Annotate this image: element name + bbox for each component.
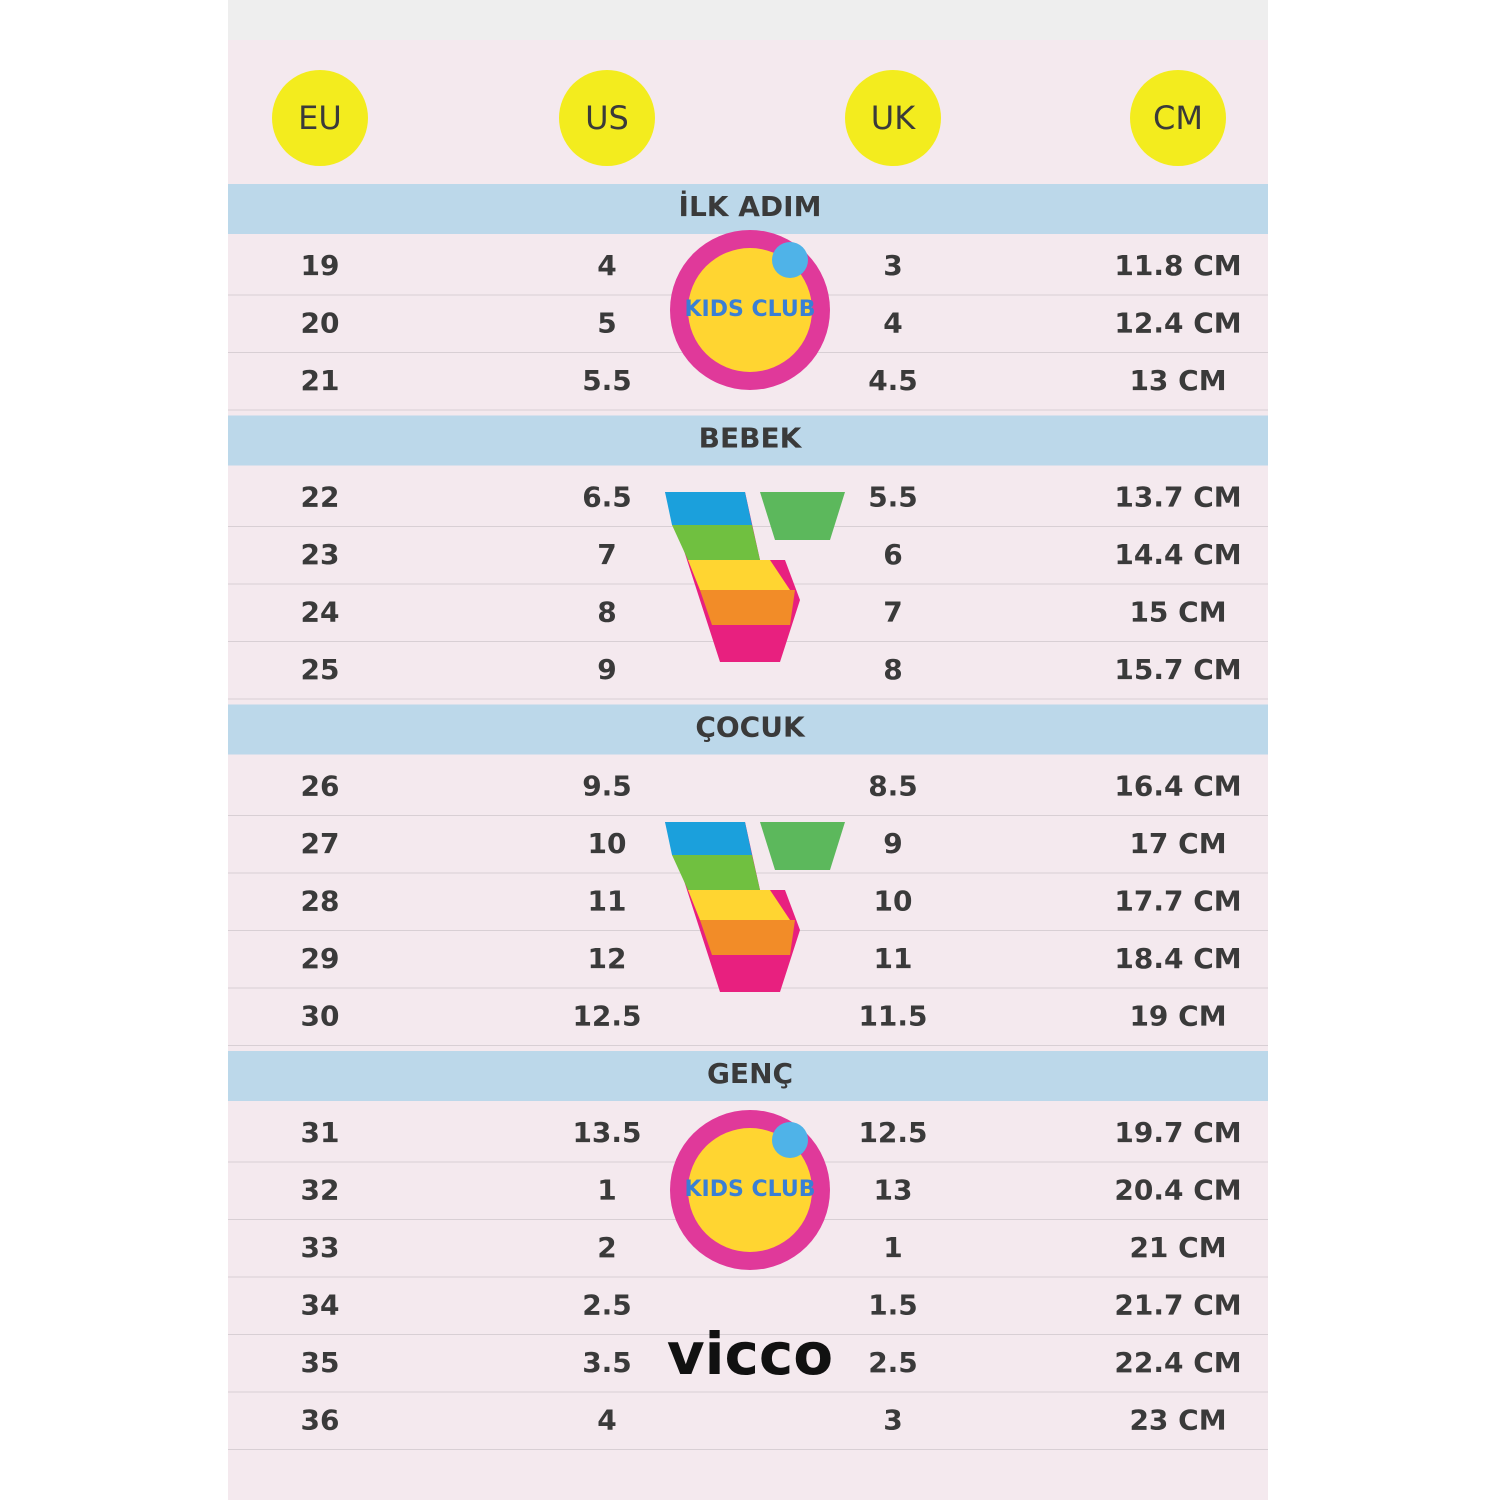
cell: 21 <box>301 364 340 397</box>
cell: 16.4 CM <box>1114 770 1241 803</box>
cell: 12 <box>588 942 627 975</box>
cell: 4 <box>597 1404 616 1437</box>
kids-club-logo: KIDS CLUB <box>670 1110 830 1270</box>
header-badge <box>559 70 655 166</box>
cell: 5 <box>597 307 616 340</box>
cell: 23 <box>301 538 340 571</box>
cell: 22 <box>301 481 340 514</box>
cell: 33 <box>301 1231 340 1264</box>
cell: 1 <box>883 1231 902 1264</box>
cell: 28 <box>301 885 340 918</box>
cell: 23 CM <box>1129 1404 1226 1437</box>
header-label: UK <box>871 99 916 137</box>
cell: 21 CM <box>1129 1231 1226 1264</box>
v-logo <box>665 492 845 662</box>
cell: 35 <box>301 1346 340 1379</box>
cell: 36 <box>301 1404 340 1437</box>
logos: KIDS CLUB KIDS CLUB vicco <box>665 230 845 1388</box>
cell: 18.4 CM <box>1114 942 1241 975</box>
header-badge <box>1130 70 1226 166</box>
section-title: BEBEK <box>699 422 803 455</box>
cell: 30 <box>301 1000 340 1033</box>
cell: 12.4 CM <box>1114 307 1241 340</box>
cell: 3.5 <box>582 1346 632 1379</box>
cell: 34 <box>301 1289 340 1322</box>
cell: 17 CM <box>1129 827 1226 860</box>
cell: 8 <box>883 653 902 686</box>
cell: 1 <box>597 1174 616 1207</box>
cell: 8.5 <box>868 770 918 803</box>
section-title: İLK ADIM <box>679 189 822 223</box>
cell: 24 <box>301 596 340 629</box>
header-label: US <box>585 99 629 137</box>
cell: 12.5 <box>572 1000 641 1033</box>
cell: 5.5 <box>582 364 632 397</box>
cell: 19.7 CM <box>1114 1116 1241 1149</box>
cell: 17.7 CM <box>1114 885 1241 918</box>
cell: 27 <box>301 827 340 860</box>
cell: 13.5 <box>572 1116 641 1149</box>
cell: 15.7 CM <box>1114 653 1241 686</box>
cell: 22.4 CM <box>1114 1346 1241 1379</box>
cell: 12.5 <box>858 1116 927 1149</box>
section-band <box>228 1051 1268 1101</box>
cell: 9.5 <box>582 770 632 803</box>
section-title: ÇOCUK <box>695 711 806 744</box>
section-title: GENÇ <box>707 1057 793 1090</box>
cell: 11 <box>874 942 913 975</box>
cell: 1.5 <box>868 1289 918 1322</box>
cell: 4 <box>883 307 902 340</box>
cell: 2 <box>597 1231 616 1264</box>
cell: 20.4 CM <box>1114 1174 1241 1207</box>
cell: 13 CM <box>1129 364 1226 397</box>
cell: 13.7 CM <box>1114 481 1241 514</box>
cell: 5.5 <box>868 481 918 514</box>
cell: 11.8 CM <box>1114 249 1241 282</box>
cell: 15 CM <box>1129 596 1226 629</box>
section-band <box>228 704 1268 755</box>
cell: 7 <box>883 596 902 629</box>
kids-club-logo: KIDS CLUB <box>670 230 830 390</box>
cell: 4 <box>597 249 616 282</box>
cell: 3 <box>883 249 902 282</box>
cell: 25 <box>301 653 340 686</box>
cell: 2.5 <box>868 1346 918 1379</box>
cell: 19 CM <box>1129 1000 1226 1033</box>
logo-text: KIDS CLUB <box>684 1177 815 1202</box>
cell: 10 <box>874 885 913 918</box>
cell: 10 <box>588 827 627 860</box>
cell: 6.5 <box>582 481 632 514</box>
section-band <box>228 415 1268 466</box>
cell: 2.5 <box>582 1289 632 1322</box>
cell: 4.5 <box>868 364 918 397</box>
cell: 26 <box>301 770 340 803</box>
cell: 3 <box>883 1404 902 1437</box>
logo-text: KIDS CLUB <box>684 297 815 322</box>
cell: 9 <box>883 827 902 860</box>
section-band <box>228 184 1268 234</box>
cell: 21.7 CM <box>1114 1289 1241 1322</box>
cell: 32 <box>301 1174 340 1207</box>
header-label: EU <box>298 99 342 137</box>
cell: 14.4 CM <box>1114 538 1241 571</box>
cell: 13 <box>874 1174 913 1207</box>
cell: 20 <box>301 307 340 340</box>
cell: 9 <box>597 653 616 686</box>
header-badge <box>845 70 941 166</box>
header-badge <box>272 70 368 166</box>
brand-logo: vicco <box>667 1320 833 1388</box>
cell: 19 <box>301 249 340 282</box>
cell: 11.5 <box>858 1000 927 1033</box>
header-label: CM <box>1153 99 1203 137</box>
v-logo <box>665 822 845 992</box>
panel-top <box>228 0 1268 40</box>
cell: 6 <box>883 538 902 571</box>
cell: 8 <box>597 596 616 629</box>
cell: 31 <box>301 1116 340 1149</box>
cell: 11 <box>588 885 627 918</box>
cell: 7 <box>597 538 616 571</box>
cell: 29 <box>301 942 340 975</box>
